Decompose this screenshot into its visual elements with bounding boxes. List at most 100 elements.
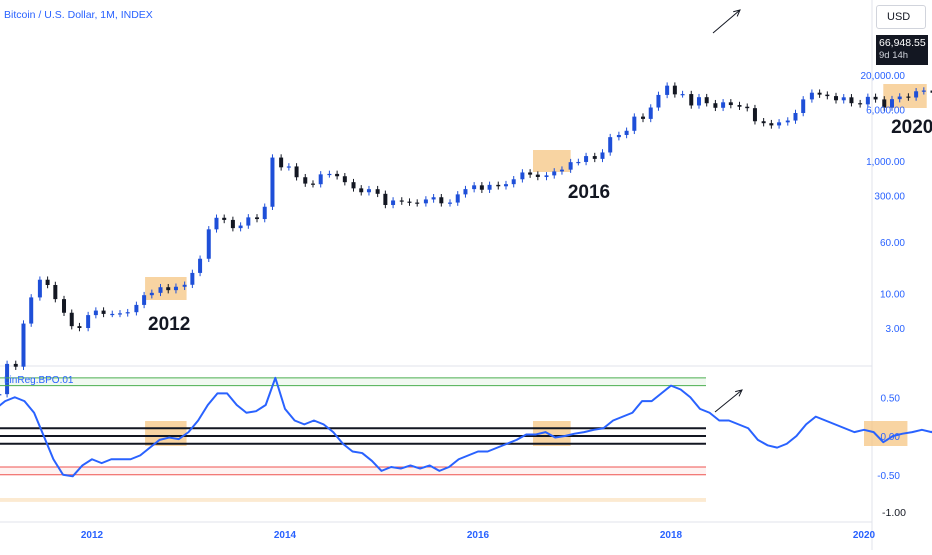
price-axis-tick-label: 6,000.00	[866, 106, 905, 117]
price-arrow-head	[733, 9, 741, 17]
candle-body	[785, 120, 790, 123]
candle-body	[366, 189, 371, 193]
halving-label-2020: 2020	[891, 117, 932, 138]
candle-body	[503, 184, 508, 187]
last-price-badge: 66,948.55 9d 14h	[876, 35, 928, 65]
candle-body	[423, 199, 428, 204]
candle-body	[342, 176, 347, 183]
candle-body	[689, 94, 694, 106]
candle-body	[817, 92, 822, 95]
candle-body	[166, 287, 171, 291]
candle-body	[665, 85, 670, 95]
candle-body	[769, 123, 774, 126]
highlight-box-price-0	[145, 277, 187, 300]
indicator-axis-tick-label: 0.00	[881, 432, 901, 443]
candle-body	[849, 97, 854, 104]
candle-body	[680, 94, 685, 96]
candle-body	[624, 130, 629, 135]
candle-body	[463, 189, 468, 195]
candle-body	[37, 279, 42, 298]
candle-body	[672, 85, 677, 95]
symbol-title: Bitcoin / U.S. Dollar, 1M, INDEX	[4, 9, 153, 21]
candle-body	[134, 304, 139, 313]
candle-body	[616, 134, 621, 138]
candle-body	[270, 157, 275, 207]
candle-body	[777, 122, 782, 126]
candle-body	[752, 108, 757, 122]
candle-body	[906, 96, 911, 98]
time-axis-tick-label: 2016	[467, 530, 490, 541]
candle-body	[182, 284, 187, 287]
candle-body	[511, 179, 516, 185]
candle-body	[391, 200, 396, 205]
candle-body	[286, 166, 291, 168]
candle-body	[101, 310, 106, 314]
candle-body	[117, 313, 122, 315]
candle-body	[921, 90, 926, 92]
candle-body	[399, 200, 404, 202]
candle-body	[351, 182, 356, 189]
price-axis-tick-label: 1,000.00	[866, 157, 905, 168]
candle-body	[29, 297, 34, 324]
indicator-line	[0, 376, 932, 478]
candle-body	[576, 161, 581, 164]
candle-body	[0, 394, 2, 396]
candle-body	[149, 292, 154, 296]
candle-body	[528, 172, 533, 175]
indicator-min-label: -1.00	[876, 505, 926, 522]
candle-body	[479, 185, 484, 190]
candle-body	[801, 99, 806, 113]
candle-body	[5, 363, 10, 395]
candle-body	[882, 99, 887, 108]
indicator-axis-tick-label: -0.50	[877, 471, 900, 482]
candle-body	[142, 295, 147, 305]
candle-body	[158, 287, 163, 293]
candle-body	[255, 217, 260, 220]
price-axis-tick-label: 300.00	[874, 192, 905, 203]
candle-body	[21, 323, 26, 367]
candle-body	[930, 90, 932, 93]
candle-body	[383, 193, 388, 205]
candle-body	[568, 162, 573, 170]
indicator-arrow	[714, 389, 743, 413]
candle-body	[431, 197, 436, 200]
candle-body	[310, 183, 315, 185]
candle-body	[865, 96, 870, 105]
candle-body	[472, 185, 477, 190]
price-axis-tick-label: 20,000.00	[861, 71, 906, 82]
candle-body	[535, 174, 540, 177]
price-axis-tick-label: 10.00	[880, 289, 905, 300]
candle-body	[262, 206, 267, 220]
time-axis-tick-label: 2020	[853, 530, 876, 541]
candle-body	[600, 152, 605, 159]
candle-body	[110, 313, 115, 316]
candle-body	[359, 188, 364, 193]
candle-body	[704, 97, 709, 104]
halving-label-2012: 2012	[148, 314, 190, 335]
candle-body	[448, 202, 453, 204]
bar-countdown: 9d 14h	[879, 50, 909, 61]
candle-body	[77, 326, 82, 328]
candle-body	[897, 96, 902, 100]
candle-body	[713, 103, 718, 108]
candle-body	[214, 217, 219, 230]
candle-body	[303, 177, 308, 184]
candle-body	[246, 217, 251, 226]
candle-body	[761, 121, 766, 124]
price-axis-tick-label: 60.00	[880, 238, 905, 249]
candle-body	[496, 184, 501, 187]
candle-body	[53, 284, 58, 300]
candle-body	[69, 312, 74, 327]
indicator-arrow-head	[735, 389, 743, 397]
candle-body	[222, 217, 227, 220]
candle-body	[407, 201, 412, 203]
candle-body	[318, 174, 323, 185]
candle-body	[335, 173, 340, 177]
candle-body	[656, 94, 661, 108]
last-price-value: 66,948.55	[879, 37, 926, 49]
candle-body	[728, 102, 733, 106]
currency-button[interactable]: USD	[876, 5, 926, 29]
candle-body	[825, 94, 830, 97]
